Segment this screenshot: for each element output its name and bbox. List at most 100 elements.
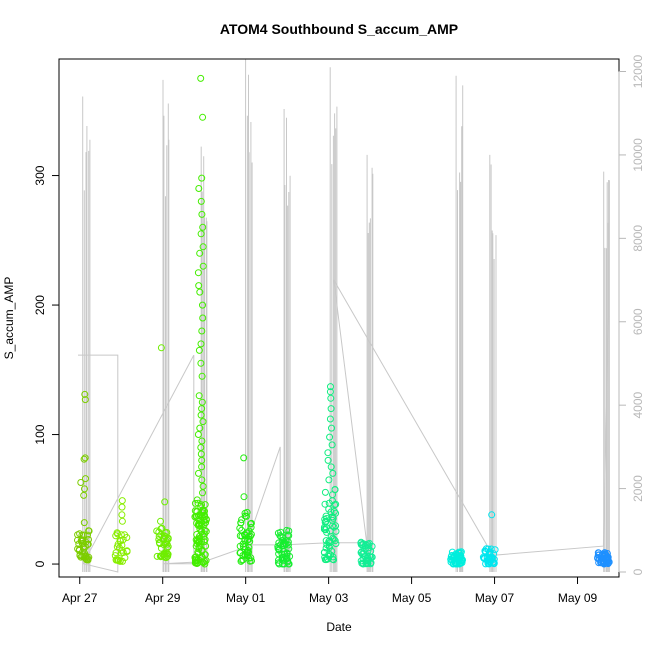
data-point: [198, 456, 206, 464]
x-tick-label: May 09: [558, 591, 598, 605]
data-point: [241, 509, 249, 517]
data-point: [598, 558, 606, 566]
data-point: [240, 454, 248, 462]
data-point: [480, 554, 488, 562]
data-point: [114, 556, 122, 564]
x-tick-label: May 03: [309, 591, 349, 605]
y2-tick-label: 0: [631, 568, 645, 575]
data-point: [200, 516, 208, 524]
data-point: [484, 545, 492, 553]
data-point: [326, 539, 334, 547]
data-point: [113, 529, 121, 537]
data-point: [194, 559, 201, 567]
data-point: [329, 555, 337, 563]
data-point: [194, 536, 202, 543]
data-point: [197, 411, 205, 419]
data-point: [163, 538, 170, 546]
data-point: [358, 559, 366, 567]
data-point: [320, 548, 328, 556]
data-point: [118, 503, 126, 511]
data-point: [198, 405, 206, 413]
data-point: [200, 521, 208, 528]
data-point: [199, 243, 207, 251]
data-point: [279, 560, 286, 568]
data-point: [196, 424, 204, 432]
data-point: [327, 405, 335, 413]
data-point: [198, 372, 206, 380]
data-point: [74, 536, 81, 544]
data-point: [157, 517, 164, 525]
scatter-points-layer: [74, 74, 613, 568]
data-point: [157, 552, 165, 560]
data-point: [488, 555, 496, 563]
data-point: [455, 548, 463, 556]
data-point: [199, 262, 207, 270]
data-point: [199, 489, 206, 497]
data-point: [330, 508, 338, 515]
data-point: [85, 536, 92, 543]
data-point: [322, 544, 330, 552]
data-point: [195, 346, 203, 354]
data-point: [194, 269, 202, 277]
data-point: [245, 527, 253, 535]
data-point: [285, 545, 293, 553]
data-point: [324, 456, 332, 464]
data-point: [199, 506, 206, 514]
y-axis-label: S_accum_AMP: [2, 277, 16, 360]
x-axis-label: Date: [326, 620, 352, 634]
data-point: [201, 501, 209, 509]
data-point: [194, 431, 202, 438]
data-point: [491, 546, 499, 554]
data-point: [155, 528, 163, 536]
x-tick-label: May 07: [475, 591, 515, 605]
data-point: [328, 424, 335, 432]
secondary-spike: [329, 67, 338, 572]
data-point: [195, 520, 203, 528]
y2-tick-label: 12000: [631, 55, 645, 89]
data-point: [76, 530, 84, 538]
data-point: [321, 500, 329, 508]
data-point: [285, 532, 293, 540]
data-point: [198, 327, 206, 335]
y-tick-label: 100: [33, 424, 47, 444]
y-tick-label: 0: [33, 560, 47, 567]
data-point: [326, 415, 334, 423]
secondary-spike: [245, 59, 253, 572]
data-point: [199, 314, 207, 322]
data-point: [487, 545, 495, 553]
data-point: [195, 282, 203, 290]
secondary-spike: [489, 154, 497, 572]
data-point: [326, 388, 334, 396]
data-point: [123, 534, 131, 541]
data-point: [278, 553, 286, 561]
data-point: [361, 552, 369, 560]
data-point: [488, 511, 496, 519]
data-point: [78, 536, 85, 544]
data-point: [82, 475, 89, 483]
data-point: [157, 344, 165, 352]
data-point: [194, 550, 202, 557]
data-point: [236, 524, 244, 532]
data-point: [85, 527, 93, 535]
secondary-spike: [366, 154, 374, 572]
data-point: [194, 499, 202, 507]
x-tick-label: May 01: [226, 591, 266, 605]
data-point: [118, 546, 126, 554]
data-point: [118, 517, 126, 525]
data-point: [195, 392, 203, 400]
data-point: [329, 522, 336, 530]
data-point: [328, 441, 336, 449]
data-point: [363, 559, 371, 567]
data-point: [153, 552, 161, 560]
data-point: [330, 523, 338, 531]
data-point: [197, 340, 205, 348]
data-point: [83, 555, 90, 563]
secondary-line: [78, 180, 610, 573]
data-point: [283, 550, 291, 558]
data-point: [285, 560, 293, 568]
data-point: [321, 518, 329, 526]
data-point: [80, 455, 88, 463]
data-point: [197, 359, 205, 367]
y2-tick-label: 2000: [631, 475, 645, 502]
data-point: [77, 479, 85, 486]
